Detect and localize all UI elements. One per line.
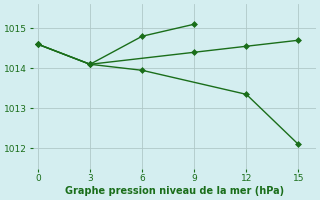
X-axis label: Graphe pression niveau de la mer (hPa): Graphe pression niveau de la mer (hPa)	[65, 186, 284, 196]
